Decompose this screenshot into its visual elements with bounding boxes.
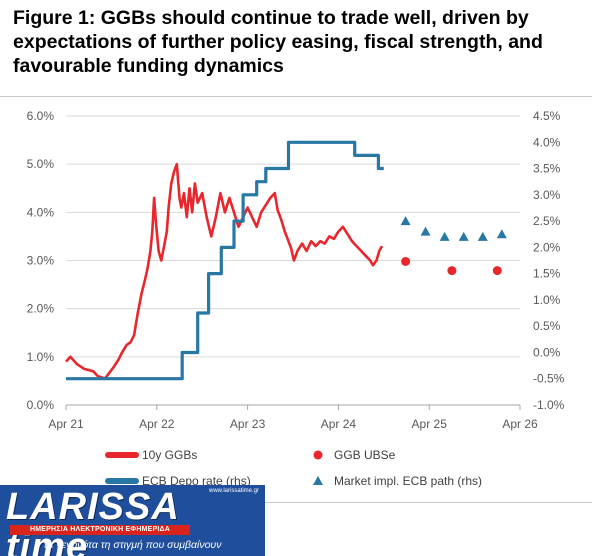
y-right-tick-label: 2.5%: [533, 214, 561, 228]
y-right-tick-label: 1.0%: [533, 293, 561, 307]
larissa-time-logo: LARISSA time www.larissatime.gr ΗΜΕΡΗΣΙΑ…: [0, 485, 265, 556]
y-right-tick-label: 3.0%: [533, 188, 561, 202]
market-ecb-path-point: [400, 216, 411, 226]
y-left-tick-label: 2.0%: [27, 302, 55, 316]
x-tick-label: Apr 21: [48, 417, 84, 431]
y-right-tick-label: 0.0%: [533, 345, 561, 359]
market-ecb-path-point: [477, 231, 488, 241]
y-right-tick-label: 4.5%: [533, 109, 561, 123]
y-left-tick-label: 1.0%: [27, 350, 55, 364]
y-right-tick-label: 1.5%: [533, 267, 561, 281]
market-ecb-path-point: [439, 231, 450, 241]
y-left-tick-label: 5.0%: [27, 157, 55, 171]
y-left-tick-label: 6.0%: [27, 109, 55, 123]
y-left-tick-label: 0.0%: [27, 398, 55, 412]
y-right-tick-label: 2.0%: [533, 240, 561, 254]
x-tick-label: Apr 24: [321, 417, 357, 431]
y-right-tick-label: 0.5%: [533, 319, 561, 333]
top-divider: [0, 96, 592, 97]
ggb-ubse-point: [492, 266, 502, 276]
legend-swatch-triangle: [313, 476, 323, 485]
x-tick-label: Apr 26: [502, 417, 538, 431]
y-left-tick-label: 4.0%: [27, 205, 55, 219]
title-line-3: favourable funding dynamics: [13, 55, 284, 77]
x-tick-label: Apr 22: [139, 417, 175, 431]
legend-label: 10y GGBs: [142, 448, 197, 462]
market-ecb-path-point: [496, 229, 507, 239]
market-ecb-path-point: [458, 231, 469, 241]
y-left-tick-label: 3.0%: [27, 254, 55, 268]
figure-title: Figure 1: GGBs should continue to trade …: [13, 6, 588, 78]
y-right-tick-label: -1.0%: [533, 398, 565, 412]
y-right-tick-label: 3.5%: [533, 162, 561, 176]
legend-label: ECB Depo rate (rhs): [142, 474, 251, 488]
ecb-depo-rate-line: [66, 140, 384, 381]
title-line-1: Figure 1: GGBs should continue to trade …: [13, 7, 529, 29]
ggb-10y-line: [65, 162, 384, 380]
x-tick-label: Apr 25: [412, 417, 448, 431]
bottom-divider: [0, 502, 592, 503]
x-tick-label: Apr 23: [230, 417, 266, 431]
title-line-2: expectations of further policy easing, f…: [13, 31, 543, 53]
ggb-ubse-point: [401, 256, 411, 266]
legend-swatch-circle: [313, 450, 323, 460]
y-right-tick-label: 4.0%: [533, 135, 561, 149]
ggb-ubse-point: [447, 266, 457, 276]
y-right-tick-label: -0.5%: [533, 372, 565, 386]
legend-label: Market impl. ECB path (rhs): [334, 474, 482, 488]
logo-url: www.larissatime.gr: [208, 488, 259, 494]
logo-tagline: τα γεγονότα τη στιγμή που συμβαίνουν: [43, 539, 222, 551]
legend-label: GGB UBSe: [334, 448, 396, 462]
logo-subtitle: ΗΜΕΡΗΣΙΑ ΗΛΕΚΤΡΟΝΙΚΗ ΕΦΗΜΕΡΙΔΑ: [10, 525, 190, 535]
market-ecb-path-point: [420, 226, 431, 236]
